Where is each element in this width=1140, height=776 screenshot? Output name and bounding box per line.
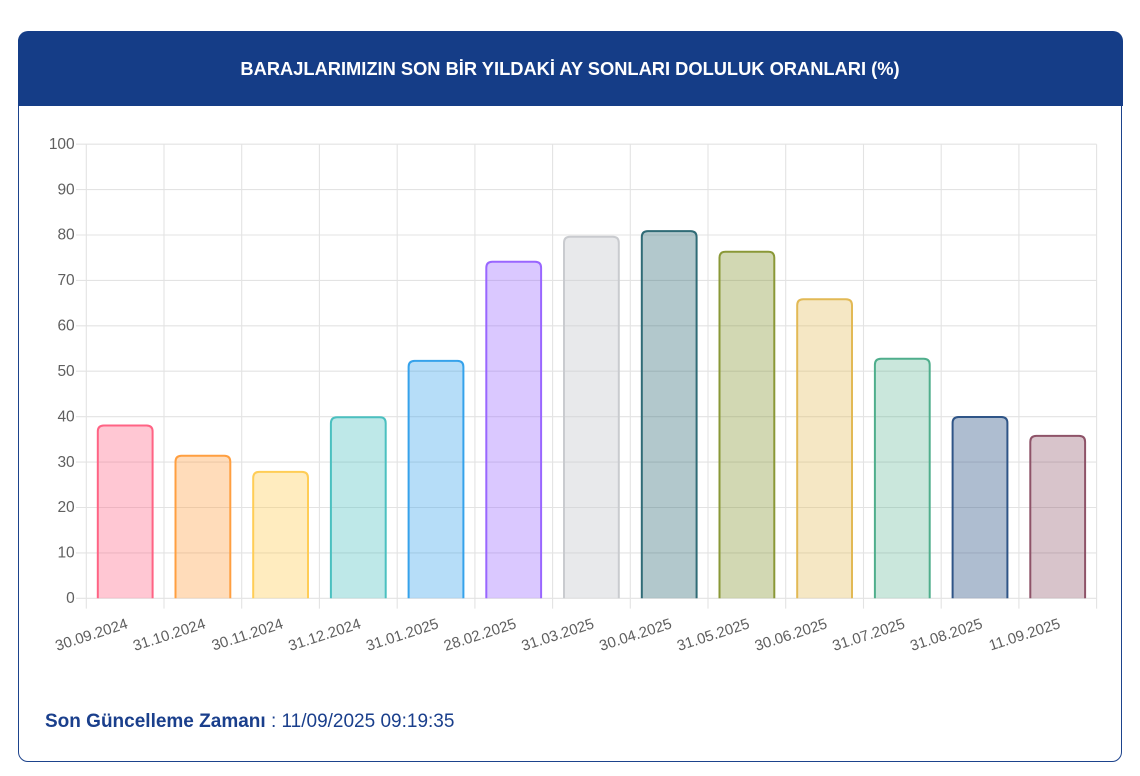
svg-text:70: 70 xyxy=(57,272,75,289)
svg-text:30: 30 xyxy=(57,454,75,471)
svg-text:30.04.2025: 30.04.2025 xyxy=(597,615,674,654)
svg-text:50: 50 xyxy=(57,363,75,380)
svg-text:31.03.2025: 31.03.2025 xyxy=(519,615,596,654)
svg-text:60: 60 xyxy=(57,318,75,335)
svg-text:30.09.2024: 30.09.2024 xyxy=(53,615,130,654)
svg-text:31.12.2024: 31.12.2024 xyxy=(286,615,363,654)
svg-text:100: 100 xyxy=(49,136,75,153)
svg-text:30.11.2024: 30.11.2024 xyxy=(210,615,286,654)
svg-text:28.02.2025: 28.02.2025 xyxy=(442,615,519,654)
svg-text:31.05.2025: 31.05.2025 xyxy=(675,615,752,654)
svg-text:31.08.2025: 31.08.2025 xyxy=(908,615,985,654)
svg-text:11.09.2025: 11.09.2025 xyxy=(987,615,1063,654)
svg-text:80: 80 xyxy=(57,227,75,244)
svg-text:31.10.2024: 31.10.2024 xyxy=(131,615,208,654)
svg-text:20: 20 xyxy=(57,499,75,516)
svg-text:31.07.2025: 31.07.2025 xyxy=(830,615,907,654)
svg-text:40: 40 xyxy=(57,408,75,425)
svg-text:0: 0 xyxy=(66,590,75,607)
svg-text:10: 10 xyxy=(57,545,75,562)
svg-text:30.06.2025: 30.06.2025 xyxy=(753,615,830,654)
svg-text:31.01.2025: 31.01.2025 xyxy=(364,615,441,654)
svg-text:90: 90 xyxy=(57,181,75,198)
